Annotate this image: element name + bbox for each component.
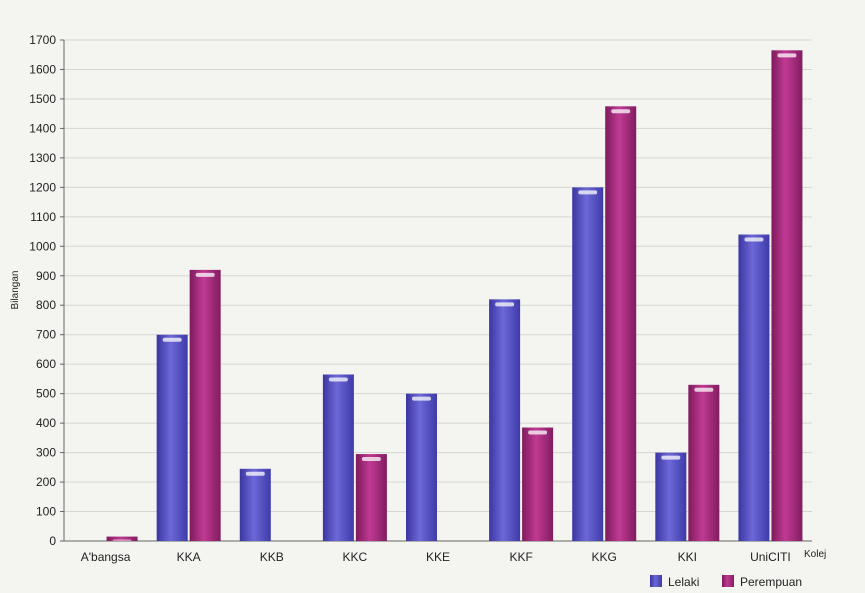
legend-swatch-perempuan [722,575,734,587]
bar-perempuan-a-bangsa [106,536,138,541]
legend-label-lelaki: Lelaki [668,575,699,589]
bar-perempuan-kkc [355,454,387,541]
bar-perempuan-kkg [605,106,637,541]
y-tick-label: 700 [36,328,56,342]
bar-lelaki-kka [156,334,188,541]
bar-lelaki-kkf [489,299,521,541]
y-tick-label: 300 [36,446,56,460]
y-tick-label: 1700 [29,33,56,47]
x-axis-title: Kolej [804,549,826,560]
x-category-label: A'bangsa [81,550,131,564]
bar-perempuan-uniciti [771,50,803,542]
bar-lelaki-kkc [322,374,354,541]
legend-swatch-lelaki [650,575,662,587]
bar-lelaki-kkb [239,468,271,541]
bar-lelaki-kke [406,393,437,541]
bars [106,50,803,542]
bar-lelaki-kki [655,452,687,541]
y-tick-label: 1200 [29,180,56,194]
bar-lelaki-kkg [572,187,604,541]
y-axis-ticks: 0 100 200 300 400 500 600 700 800 900 1000 1100 1200… [29,33,64,548]
x-category-label: UniCITI [750,550,791,564]
bar-perempuan-kkf [522,427,554,541]
grid-lines [64,39,812,513]
y-tick-label: 0 [49,534,56,548]
y-tick-label: 1400 [29,121,56,135]
x-axis-categories: A'bangsa KKA KKB KKC KKE KKF KKG KKI UniCITI [81,550,791,564]
x-category-label: KKF [509,550,532,564]
x-category-label: KKC [343,550,368,564]
y-axis-title: Bilangan [10,271,21,310]
legend-label-perempuan: Perempuan [740,575,802,589]
y-tick-label: 100 [36,505,56,519]
y-tick-label: 400 [36,416,56,430]
x-category-label: KKI [678,550,697,564]
y-tick-label: 1000 [29,239,56,253]
y-tick-label: 900 [36,269,56,283]
y-tick-label: 200 [36,475,56,489]
x-category-label: KKA [177,550,201,564]
bar-perempuan-kka [189,269,221,541]
y-tick-label: 1300 [29,151,56,165]
bar-perempuan-kki [688,384,720,541]
y-tick-label: 1600 [29,62,56,76]
y-tick-label: 1500 [29,92,56,106]
y-tick-label: 800 [36,298,56,312]
x-category-label: KKE [426,550,450,564]
x-category-label: KKB [260,550,284,564]
y-tick-label: 1100 [30,210,56,224]
x-category-label: KKG [592,550,617,564]
bar-lelaki-uniciti [738,234,770,541]
y-tick-label: 600 [36,357,56,371]
y-tick-label: 500 [36,387,56,401]
legend: Lelaki Perempuan [650,575,802,589]
